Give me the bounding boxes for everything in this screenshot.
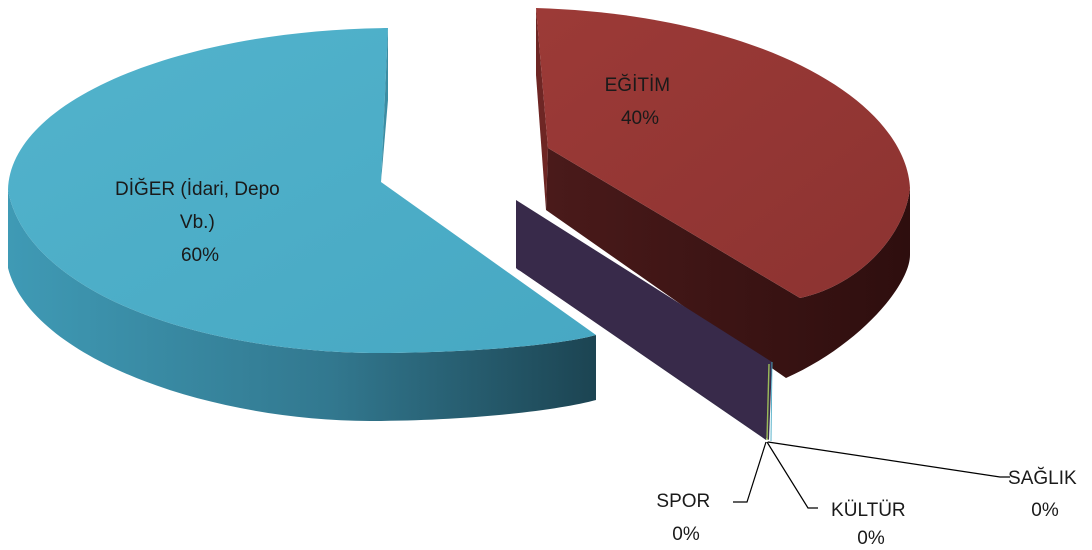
data-label-saglik: SAĞLIK 0% bbox=[1008, 467, 1082, 521]
slice-spor bbox=[516, 200, 772, 440]
data-label-egitim-value: 40% bbox=[621, 108, 659, 129]
data-label-kultur: KÜLTÜR 0% bbox=[831, 500, 911, 549]
data-label-spor: SPOR 0% bbox=[656, 491, 715, 545]
data-label-saglik-name: SAĞLIK bbox=[1008, 467, 1077, 489]
data-label-kultur-name: KÜLTÜR bbox=[831, 500, 906, 521]
slice-diger bbox=[8, 28, 596, 421]
slice-saglik bbox=[766, 363, 770, 441]
slice-diger-top bbox=[8, 28, 596, 353]
data-label-egitim: EĞİTİM 40% bbox=[605, 74, 676, 129]
data-label-diger-value: 60% bbox=[181, 245, 219, 266]
data-label-spor-name: SPOR bbox=[656, 491, 710, 512]
slice-egitim-top bbox=[536, 8, 910, 298]
slice-diger-side bbox=[8, 190, 596, 421]
slice-egitim-cut bbox=[536, 8, 548, 210]
slice-kultur bbox=[770, 361, 773, 442]
slice-diger-cut bbox=[381, 28, 388, 182]
data-label-kultur-value: 0% bbox=[857, 528, 885, 549]
leader-line-saglik bbox=[767, 441, 1010, 478]
data-label-diger-line2: Vb.) bbox=[180, 212, 215, 233]
leader-line-kultur bbox=[766, 441, 818, 509]
data-label-diger-line1: DİĞER (İdari, Depo bbox=[115, 178, 280, 200]
data-label-saglik-value: 0% bbox=[1031, 500, 1059, 521]
slice-egitim-side bbox=[546, 148, 910, 378]
data-label-spor-value: 0% bbox=[672, 524, 700, 545]
data-label-egitim-name: EĞİTİM bbox=[605, 74, 670, 96]
leader-line-spor bbox=[733, 441, 767, 503]
data-label-diger: DİĞER (İdari, Depo Vb.) 60% bbox=[115, 178, 285, 266]
slice-spor-face bbox=[516, 200, 772, 440]
slice-egitim bbox=[536, 8, 910, 378]
